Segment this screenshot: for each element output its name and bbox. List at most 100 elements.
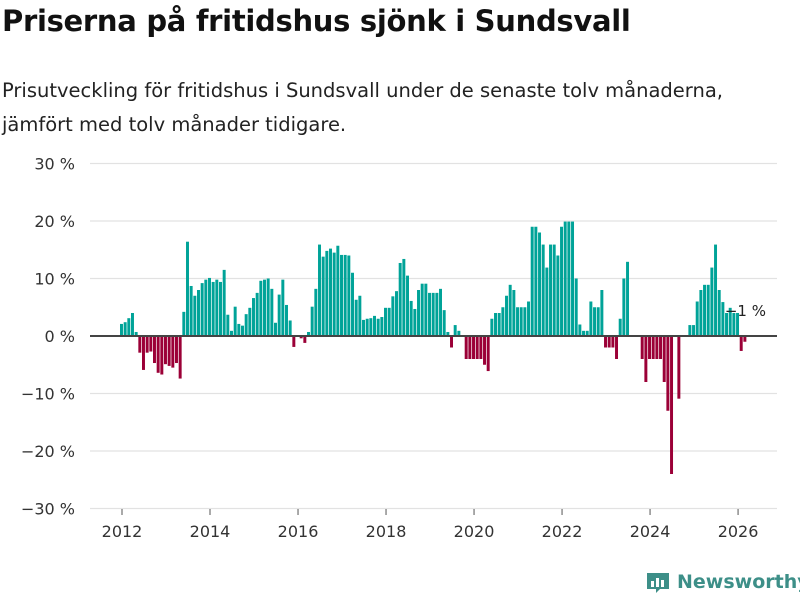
bar bbox=[237, 323, 241, 337]
y-tick-label: −20 % bbox=[21, 442, 75, 461]
bar bbox=[365, 318, 369, 336]
bar bbox=[479, 336, 483, 359]
bar bbox=[505, 295, 508, 336]
x-tick-label: 2022 bbox=[542, 522, 583, 541]
bar bbox=[659, 336, 663, 359]
bar bbox=[244, 314, 248, 336]
bar bbox=[721, 302, 725, 336]
bar bbox=[563, 221, 567, 336]
bar bbox=[156, 336, 160, 373]
bar bbox=[431, 292, 435, 337]
bar bbox=[193, 295, 197, 336]
bar bbox=[446, 331, 450, 336]
bar bbox=[325, 250, 329, 336]
bar bbox=[233, 306, 237, 336]
bar bbox=[714, 244, 718, 336]
x-tick-label: 2016 bbox=[278, 522, 319, 541]
bar bbox=[530, 226, 534, 336]
bar bbox=[490, 318, 494, 336]
bar bbox=[442, 310, 446, 337]
bar bbox=[615, 336, 619, 359]
bar bbox=[556, 255, 560, 336]
bar bbox=[435, 292, 439, 337]
y-tick-label: 20 % bbox=[34, 212, 75, 231]
bar bbox=[252, 298, 255, 336]
bar bbox=[699, 290, 703, 336]
newsworthy-logo: Newsworthy bbox=[645, 569, 800, 595]
bar bbox=[527, 301, 531, 336]
bar bbox=[604, 336, 608, 348]
bar bbox=[200, 283, 204, 336]
bar bbox=[222, 269, 226, 337]
bar bbox=[725, 313, 729, 336]
bar bbox=[189, 285, 193, 336]
bar bbox=[424, 283, 428, 336]
bar bbox=[149, 336, 153, 352]
bar bbox=[142, 336, 145, 370]
bar bbox=[703, 284, 707, 336]
bar bbox=[398, 262, 402, 336]
bar bbox=[611, 336, 615, 348]
bars bbox=[120, 221, 747, 474]
bar bbox=[299, 336, 303, 339]
bar bbox=[688, 325, 692, 336]
bar bbox=[666, 336, 670, 411]
bar bbox=[402, 258, 406, 336]
bar bbox=[607, 336, 611, 348]
bar bbox=[468, 336, 472, 359]
bar bbox=[545, 267, 549, 336]
bar bbox=[640, 336, 644, 359]
bar bbox=[626, 261, 630, 336]
bar bbox=[706, 284, 710, 336]
bar bbox=[739, 336, 743, 351]
bar bbox=[648, 336, 652, 359]
bar bbox=[651, 336, 655, 359]
bar bbox=[391, 296, 395, 336]
bar bbox=[369, 318, 373, 336]
bar bbox=[552, 244, 556, 336]
bar bbox=[585, 330, 589, 336]
bar bbox=[560, 226, 564, 336]
y-tick-label: −10 % bbox=[21, 385, 75, 404]
bar bbox=[318, 244, 321, 336]
y-tick-label: 0 % bbox=[45, 327, 75, 346]
bar bbox=[523, 307, 527, 336]
bar bbox=[329, 248, 332, 336]
bar bbox=[354, 299, 358, 336]
bar bbox=[519, 307, 523, 336]
bar bbox=[307, 331, 310, 336]
bar bbox=[123, 322, 127, 336]
bar bbox=[134, 331, 138, 336]
bar bbox=[508, 284, 512, 336]
bar bbox=[417, 290, 420, 336]
bar bbox=[497, 313, 501, 336]
bar bbox=[219, 281, 222, 336]
bar bbox=[534, 226, 538, 336]
bar bbox=[215, 279, 219, 336]
x-tick-label: 2024 bbox=[630, 522, 671, 541]
bar bbox=[384, 307, 387, 336]
bar bbox=[512, 290, 516, 336]
bar bbox=[204, 279, 208, 336]
bar bbox=[274, 322, 277, 336]
bar bbox=[321, 256, 325, 336]
bar bbox=[450, 336, 453, 348]
bar bbox=[211, 281, 215, 336]
bar bbox=[717, 290, 721, 336]
bar bbox=[362, 319, 365, 336]
bar bbox=[303, 336, 307, 343]
bar bbox=[285, 304, 288, 336]
y-tick-label: 10 % bbox=[34, 270, 75, 289]
axes: 30 % 20 % 10 % 0 % −10 % −20 % −30 % 2012 2014 20… bbox=[21, 155, 777, 541]
bar bbox=[494, 313, 497, 336]
bar bbox=[600, 290, 604, 336]
bar bbox=[373, 315, 376, 337]
bar bbox=[127, 318, 131, 336]
bar bbox=[208, 277, 211, 336]
bar bbox=[171, 336, 175, 368]
bar bbox=[692, 325, 696, 336]
bar bbox=[516, 307, 520, 336]
bar bbox=[695, 301, 699, 336]
bar bbox=[453, 325, 457, 336]
